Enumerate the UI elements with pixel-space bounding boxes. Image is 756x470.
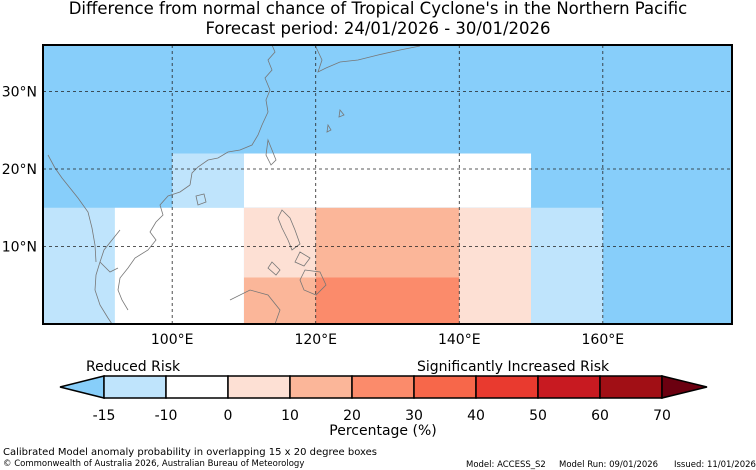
korea-japan: [314, 44, 421, 73]
okinawa-islands: [326, 109, 345, 133]
china-coast: [189, 44, 276, 186]
forecast-period: Forecast period: 24/01/2026 - 30/01/2026: [205, 19, 551, 38]
footer-note: Calibrated Model anomaly probability in …: [3, 447, 378, 458]
anomaly-cell-6: [315, 207, 460, 278]
colorbar-tick: 10: [281, 408, 299, 424]
anomaly-cell-5: [243, 207, 316, 278]
reduced-risk-label: Reduced Risk: [86, 359, 181, 375]
colorbar-left-extension: [59, 375, 105, 399]
colorbar-tick: 30: [405, 408, 423, 424]
anomaly-cell-8: [531, 207, 603, 324]
colorbar-tick: 40: [467, 408, 485, 424]
map-title: Difference from normal chance of Tropica…: [68, 0, 688, 18]
colorbar-xlabel: Percentage (%): [329, 423, 436, 439]
colorbar-segment-3: [289, 375, 353, 399]
colorbar-segment-5: [413, 375, 477, 399]
colorbar-segment-6: [475, 375, 539, 399]
map-frame: [42, 44, 733, 325]
indochina-coast: [117, 184, 191, 311]
coastlines: [47, 44, 421, 325]
colorbar-segment-0: [103, 375, 167, 399]
anomaly-cell-4: [114, 207, 244, 324]
lon-label: 140°E: [438, 332, 481, 348]
anomaly-cell-1: [114, 153, 173, 208]
colorbar-segment-1: [165, 375, 229, 399]
philippines-mindanao: [299, 269, 327, 296]
hainan: [195, 193, 207, 206]
colorbar-tick: -10: [155, 408, 178, 424]
philippines-visayas: [294, 251, 311, 267]
footer-issued: Issued: 11/01/2026: [674, 460, 756, 470]
myanmar-coast: [47, 154, 97, 263]
longitude-labels: 100°E 120°E 140°E 160°E: [151, 332, 624, 348]
colorbar-tick: 60: [591, 408, 609, 424]
malay-peninsula: [94, 261, 113, 325]
colorbar-tick: 0: [224, 408, 233, 424]
colorbar-right-extension: [661, 375, 708, 399]
colorbar-tick: 70: [653, 408, 671, 424]
lat-label: 10°N: [2, 240, 37, 256]
anomaly-cell-7: [459, 207, 532, 324]
colorbar-segment-4: [351, 375, 415, 399]
colorbar-segment-2: [227, 375, 291, 399]
gulf-of-thailand: [99, 229, 121, 273]
anomaly-cell-3: [243, 153, 532, 208]
footer-copyright: © Commonwealth of Australia 2026, Austra…: [3, 459, 305, 469]
increased-risk-label: Significantly Increased Risk: [417, 359, 610, 375]
borneo: [229, 289, 281, 325]
taiwan: [265, 138, 277, 166]
map-grid: [43, 45, 732, 324]
colorbar: Reduced Risk Significantly Increased Ris…: [59, 359, 708, 439]
footer-model: Model: ACCESS_S2: [466, 460, 546, 470]
colorbar-segment-8: [599, 375, 663, 399]
colorbar-tick: 50: [529, 408, 547, 424]
palawan: [267, 261, 281, 276]
latitude-labels: 30°N 20°N 10°N: [2, 85, 37, 256]
lon-label: 120°E: [294, 332, 337, 348]
anomaly-cell-9: [243, 277, 316, 324]
colorbar-segment-7: [537, 375, 601, 399]
anomaly-cell-2: [172, 153, 244, 208]
colorbar-tick: -15: [93, 408, 116, 424]
lon-label: 100°E: [151, 332, 194, 348]
footer-model-run: Model Run: 09/01/2026: [559, 460, 659, 470]
lon-label: 160°E: [582, 332, 625, 348]
colorbar-tick-labels: -15 -10 0 10 20 30 40 50 60 70: [93, 408, 671, 424]
colorbar-segments: [59, 375, 708, 399]
lat-label: 30°N: [2, 85, 37, 101]
anomaly-cells: [43, 153, 603, 324]
anomaly-cell-10: [315, 277, 460, 324]
philippines-luzon: [277, 209, 301, 251]
anomaly-cell-0: [43, 207, 115, 324]
lat-label: 20°N: [2, 162, 37, 178]
map-panel: [42, 44, 733, 325]
colorbar-tick: 20: [343, 408, 361, 424]
